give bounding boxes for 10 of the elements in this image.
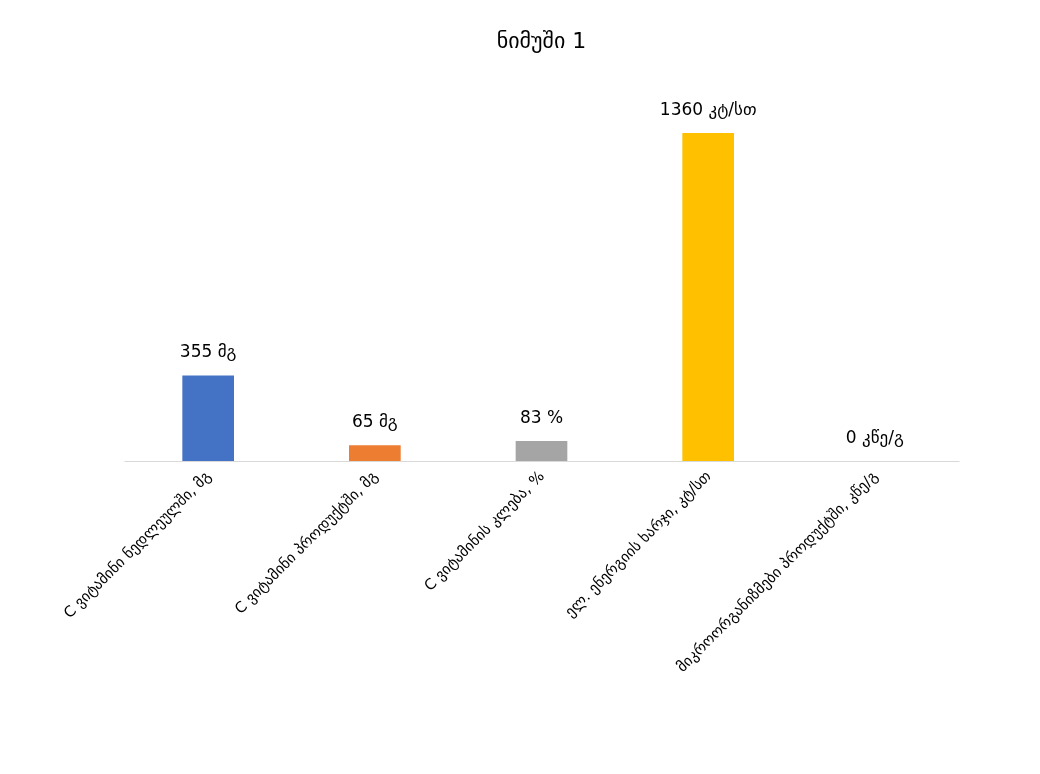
bar (515, 440, 568, 461)
chart-title: ნიმუში 1 (496, 28, 587, 53)
data-label: 355 მგ (179, 341, 237, 362)
data-label: 65 მგ (351, 411, 398, 432)
data-label: 83 % (519, 406, 564, 427)
bar (182, 375, 234, 461)
data-label: 1360 კტ/სთ (659, 99, 757, 119)
bar (682, 133, 734, 461)
data-label: 0 კწე/გ (845, 427, 904, 447)
bar (349, 445, 401, 461)
